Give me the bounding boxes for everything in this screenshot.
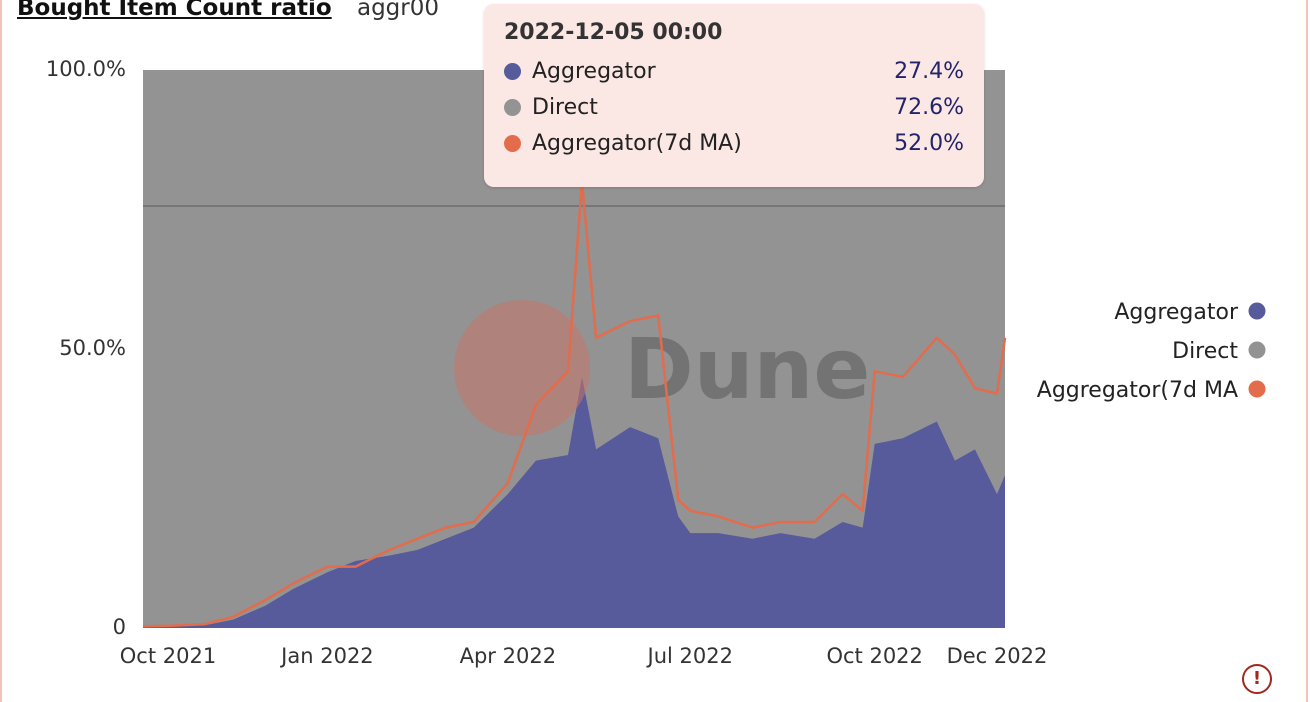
ma-line — [142, 180, 1007, 628]
tooltip-row-direct: Direct 72.6% — [504, 89, 964, 125]
y-tick-label: 50.0% — [59, 336, 126, 360]
tooltip-dot-icon — [504, 98, 521, 116]
legend-swatch-icon — [1248, 341, 1266, 359]
tooltip-series-value: 52.0% — [894, 130, 964, 156]
x-tick-label: Dec 2022 — [947, 644, 1048, 668]
tooltip-series-name: Direct — [532, 94, 598, 120]
chart-subtitle: aggr00 — [356, 0, 439, 21]
chart-tooltip: 2022-12-05 00:00 Aggregator 27.4% Direct… — [484, 4, 984, 187]
warning-icon[interactable]: ! — [1242, 664, 1272, 694]
chart-title-link[interactable]: Bought Item Count ratio — [17, 0, 332, 21]
chart-header: Bought Item Count ratio aggr00 — [17, 0, 439, 24]
legend-label: Aggregator — [1114, 300, 1239, 325]
tooltip-series-value: 27.4% — [894, 58, 964, 84]
dune-logo-icon — [454, 300, 590, 436]
tooltip-series-name: Aggregator — [532, 58, 656, 84]
tooltip-row-ma: Aggregator(7d MA) 52.0% — [504, 125, 964, 161]
x-tick-label: Apr 2022 — [460, 644, 556, 668]
tooltip-dot-icon — [504, 62, 521, 80]
tooltip-series-value: 72.6% — [894, 94, 964, 120]
legend-swatch-icon — [1248, 380, 1266, 398]
legend-label: Aggregator(7d MA — [1037, 378, 1238, 403]
tooltip-series-name: Aggregator(7d MA) — [532, 130, 742, 156]
x-tick-label: Jul 2022 — [646, 644, 733, 668]
y-tick-label: 100.0% — [46, 57, 126, 81]
x-tick-label: Jan 2022 — [279, 644, 374, 668]
x-tick-label: Oct 2021 — [120, 644, 216, 668]
legend-swatch-icon — [1248, 302, 1266, 320]
x-tick-label: Oct 2022 — [826, 644, 922, 668]
y-tick-label: 0 — [113, 615, 126, 639]
legend-label: Direct — [1172, 339, 1238, 364]
tooltip-row-aggregator: Aggregator 27.4% — [504, 53, 964, 89]
tooltip-dot-icon — [504, 134, 521, 152]
tooltip-title: 2022-12-05 00:00 — [504, 20, 723, 45]
